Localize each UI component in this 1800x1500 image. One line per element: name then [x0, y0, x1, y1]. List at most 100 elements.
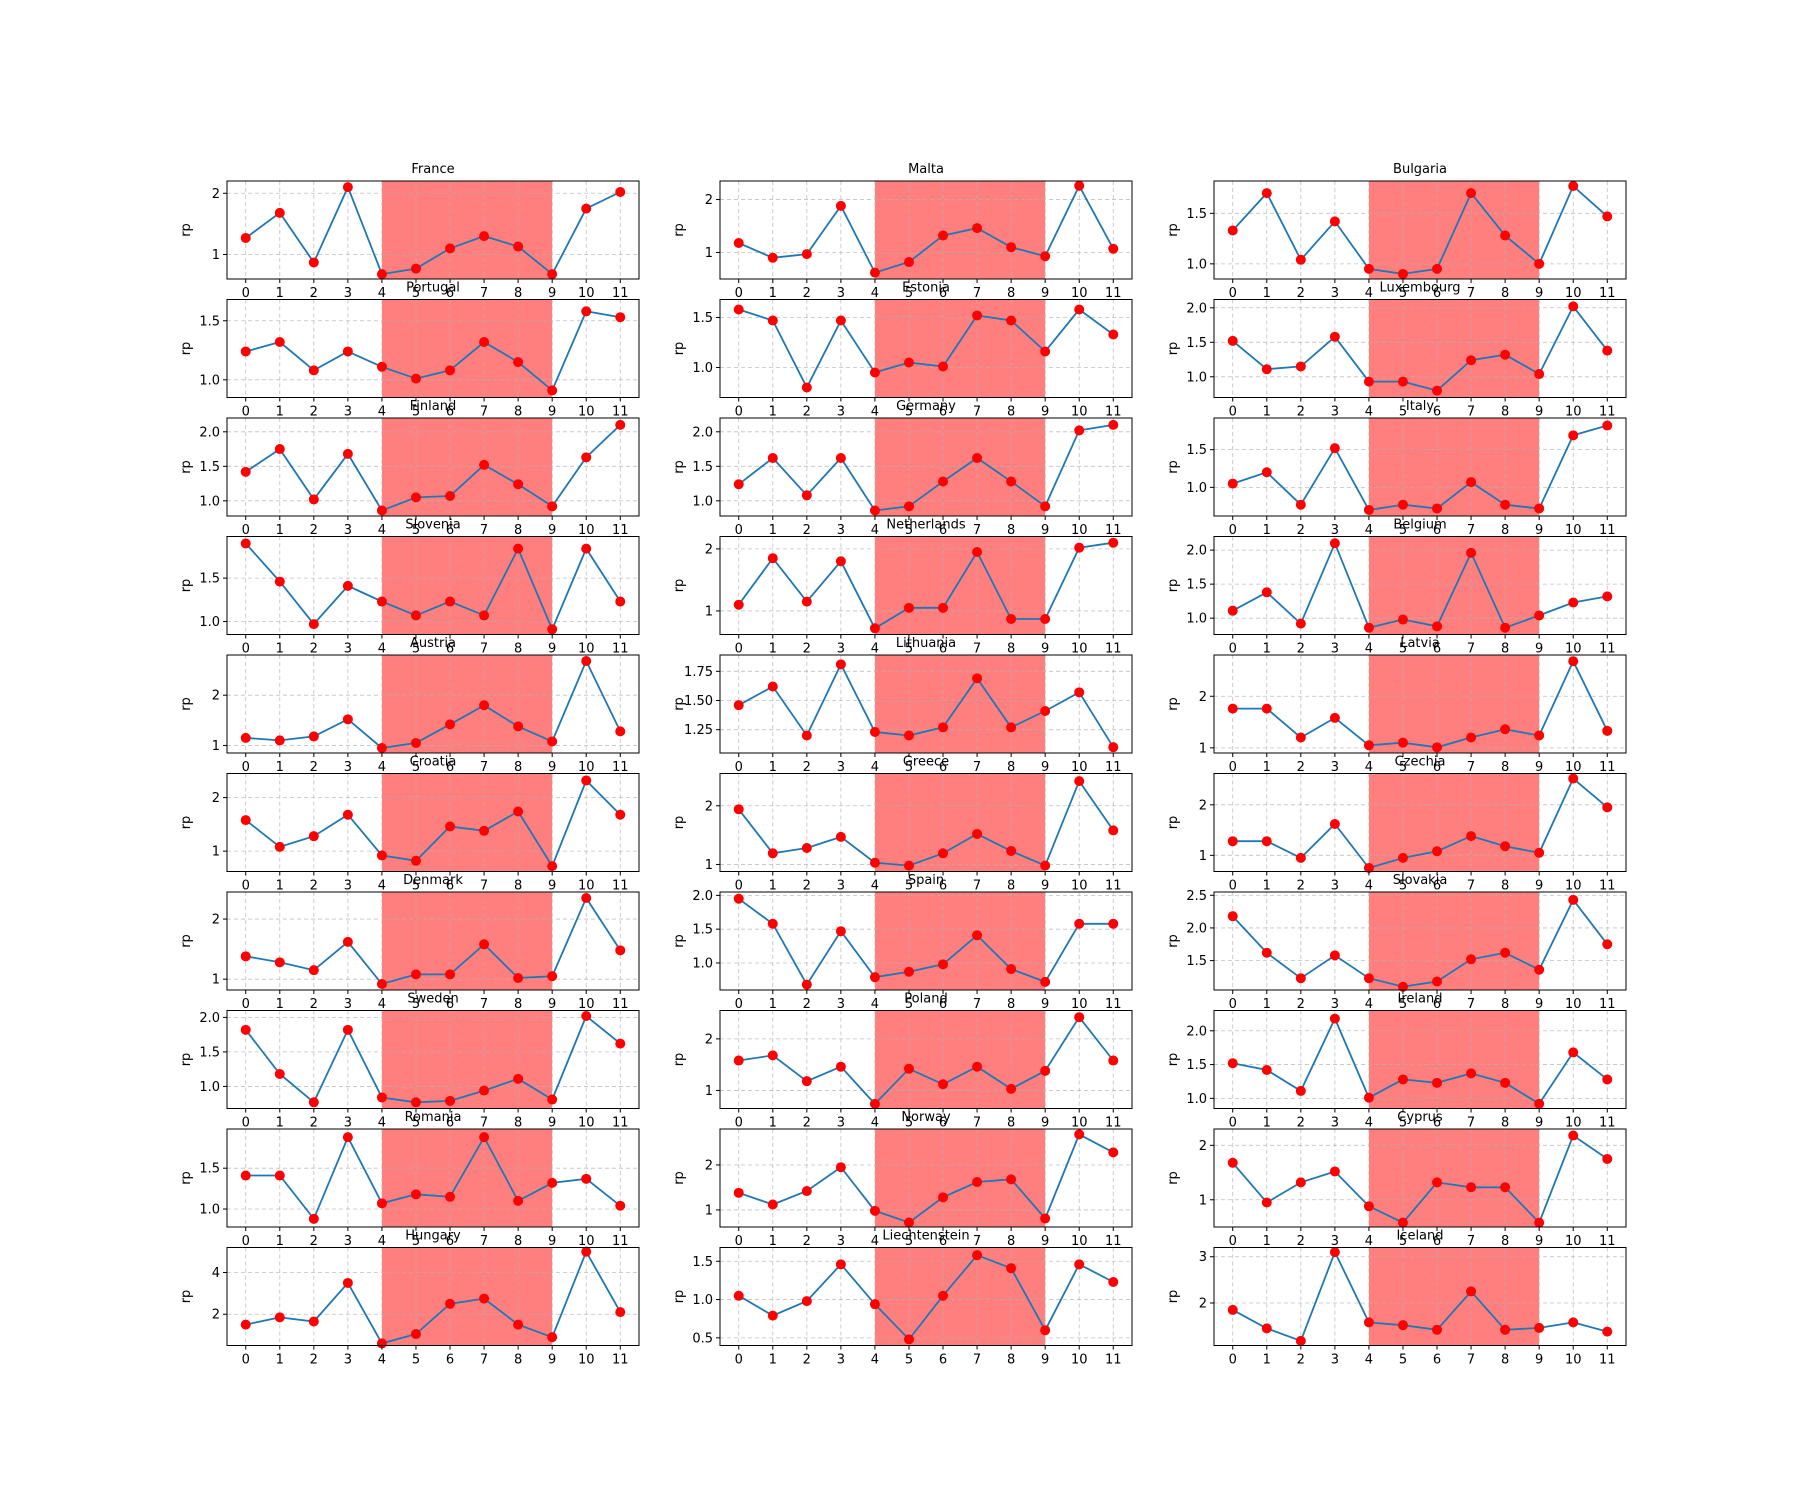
data-point — [1568, 773, 1579, 784]
data-point — [1108, 825, 1119, 836]
series-line — [738, 1254, 1114, 1341]
y-axis-label: rp — [1166, 1053, 1181, 1067]
data-point — [1006, 722, 1017, 733]
data-point — [938, 476, 949, 487]
data-point — [1329, 443, 1340, 454]
data-point — [1568, 656, 1579, 667]
y-tick-label: 1.0 — [692, 361, 713, 376]
data-point — [1040, 1213, 1051, 1224]
y-axis-label: rp — [672, 579, 687, 593]
data-point — [1363, 973, 1374, 984]
x-tick-label: 11 — [1599, 286, 1616, 301]
x-tick-label: 11 — [1599, 1353, 1616, 1368]
y-tick-label: 2 — [1199, 1139, 1207, 1154]
data-point — [410, 492, 421, 503]
series-line — [245, 896, 622, 986]
x-tick-label: 0 — [242, 997, 250, 1012]
x-tick-label: 6 — [446, 286, 454, 301]
data-point — [938, 230, 949, 241]
data-point — [1500, 841, 1511, 852]
series-line — [245, 778, 621, 869]
data-point — [1534, 847, 1545, 858]
y-tick-label: 1 — [1199, 741, 1207, 756]
axes-frame — [226, 654, 640, 754]
data-point — [274, 1170, 285, 1181]
y-tick-label: 2 — [705, 1032, 713, 1047]
data-point — [308, 257, 319, 268]
data-point — [547, 501, 558, 512]
x-tick-label: 2 — [803, 1116, 811, 1131]
data-point — [801, 1076, 812, 1087]
data-point — [240, 1170, 251, 1181]
data-point — [1602, 725, 1613, 736]
data-point — [801, 490, 812, 501]
data-point — [342, 1132, 353, 1143]
y-axis-label: rp — [1166, 697, 1181, 711]
y-tick-label: 1.75 — [684, 665, 713, 680]
y-tick-label: 1.5 — [1186, 1058, 1207, 1073]
x-tick-label: 2 — [310, 523, 318, 538]
x-tick-label: 7 — [480, 1116, 488, 1131]
x-tick-label: 5 — [905, 286, 913, 301]
x-tick-label: 6 — [939, 1353, 947, 1368]
data-point — [1261, 1197, 1272, 1208]
data-point — [1295, 1335, 1306, 1346]
x-tick-label: 0 — [1229, 286, 1237, 301]
x-tick-label: 7 — [1467, 1353, 1475, 1368]
data-point — [1295, 732, 1306, 743]
data-point — [240, 732, 251, 743]
data-point — [308, 1316, 319, 1327]
x-tick-label: 2 — [310, 760, 318, 775]
axes-frame — [719, 1128, 1133, 1228]
data-point — [1074, 687, 1085, 698]
data-point — [801, 596, 812, 607]
data-point — [1261, 947, 1272, 958]
x-tick-label: 8 — [1007, 286, 1015, 301]
x-tick-label: 3 — [1331, 1353, 1339, 1368]
series-line — [738, 1133, 1114, 1224]
subplot-title: Romania — [405, 1110, 462, 1125]
x-tick-label: 4 — [378, 997, 386, 1012]
data-point — [972, 673, 983, 684]
data-point — [1602, 1074, 1613, 1085]
axes-frame — [719, 1247, 1133, 1346]
x-tick-label: 6 — [1433, 879, 1441, 894]
data-point — [308, 619, 319, 630]
x-tick-label: 8 — [514, 523, 522, 538]
x-tick-label: 8 — [514, 879, 522, 894]
axes-frame — [226, 1128, 640, 1228]
x-tick-label: 11 — [612, 523, 629, 538]
x-tick-label: 6 — [1433, 405, 1441, 420]
data-point — [547, 1332, 558, 1343]
data-point — [1466, 831, 1477, 842]
axes-frame — [226, 536, 640, 635]
x-tick-label: 3 — [837, 405, 845, 420]
data-point — [1040, 501, 1051, 512]
x-tick-label: 8 — [1501, 523, 1509, 538]
data-point — [1074, 1259, 1085, 1270]
series-line — [738, 1015, 1115, 1106]
data-point — [513, 241, 524, 252]
data-point — [1432, 263, 1443, 274]
x-tick-label: 4 — [1365, 760, 1373, 775]
data-point — [1227, 1058, 1238, 1069]
x-tick-label: 2 — [310, 1353, 318, 1368]
y-tick-label: 1.0 — [1186, 370, 1207, 385]
x-tick-label: 1 — [1263, 523, 1271, 538]
x-tick-label: 1 — [1263, 997, 1271, 1012]
data-point — [938, 722, 949, 733]
x-tick-label: 5 — [1399, 997, 1407, 1012]
data-point — [581, 543, 592, 554]
x-tick-label: 10 — [578, 1353, 595, 1368]
data-point — [767, 848, 778, 859]
x-tick-label: 1 — [1263, 1116, 1271, 1131]
data-point — [615, 1307, 626, 1318]
data-point — [869, 857, 880, 868]
axes-frame — [1213, 654, 1627, 754]
data-point — [1568, 1047, 1579, 1058]
x-tick-label: 10 — [578, 1234, 595, 1249]
data-point — [903, 1063, 914, 1074]
